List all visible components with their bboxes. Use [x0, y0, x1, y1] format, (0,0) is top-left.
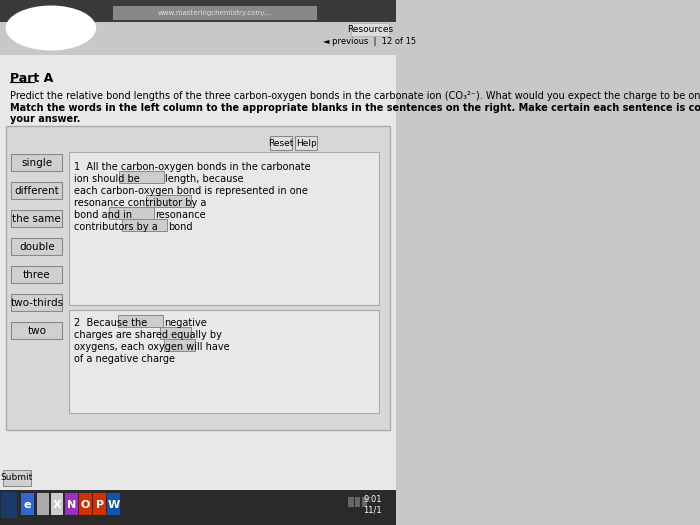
Text: of a negative charge: of a negative charge: [74, 354, 174, 364]
FancyBboxPatch shape: [0, 55, 396, 505]
FancyBboxPatch shape: [11, 182, 62, 199]
Text: X: X: [52, 500, 62, 510]
FancyBboxPatch shape: [160, 327, 190, 339]
Text: bond and in: bond and in: [74, 210, 132, 220]
Ellipse shape: [6, 5, 96, 50]
FancyBboxPatch shape: [79, 493, 92, 515]
Text: charges are shared equally by: charges are shared equally by: [74, 330, 221, 340]
Text: bond: bond: [168, 222, 193, 232]
Text: single: single: [21, 158, 52, 168]
FancyBboxPatch shape: [355, 497, 360, 507]
Text: length, because: length, because: [165, 174, 244, 184]
Text: Reset: Reset: [269, 139, 294, 148]
FancyBboxPatch shape: [118, 315, 163, 327]
Text: 9:01: 9:01: [363, 496, 382, 505]
Text: 1  All the carbon-oxygen bonds in the carbonate: 1 All the carbon-oxygen bonds in the car…: [74, 162, 310, 172]
Text: the same: the same: [13, 214, 61, 224]
FancyBboxPatch shape: [0, 490, 396, 525]
FancyBboxPatch shape: [0, 0, 396, 22]
FancyBboxPatch shape: [270, 136, 292, 150]
FancyBboxPatch shape: [11, 210, 62, 227]
Text: Submit: Submit: [1, 474, 33, 482]
Text: N: N: [66, 500, 76, 510]
Text: 11/1: 11/1: [363, 506, 382, 514]
FancyBboxPatch shape: [119, 171, 164, 183]
FancyBboxPatch shape: [93, 493, 106, 515]
FancyBboxPatch shape: [164, 339, 195, 351]
FancyBboxPatch shape: [122, 219, 167, 231]
Text: double: double: [19, 242, 55, 252]
Text: different: different: [15, 186, 60, 196]
Text: O: O: [80, 500, 90, 510]
FancyBboxPatch shape: [3, 470, 31, 486]
FancyBboxPatch shape: [113, 6, 317, 20]
FancyBboxPatch shape: [51, 493, 64, 515]
Text: oxygens, each oxygen will have: oxygens, each oxygen will have: [74, 342, 229, 352]
FancyBboxPatch shape: [11, 322, 62, 339]
Text: Resources: Resources: [347, 26, 393, 35]
FancyBboxPatch shape: [22, 493, 34, 515]
Text: your answer.: your answer.: [10, 114, 80, 124]
FancyBboxPatch shape: [1, 492, 17, 518]
FancyBboxPatch shape: [37, 493, 49, 515]
Text: Match the words in the left column to the appropriate blanks in the sentences on: Match the words in the left column to th…: [10, 103, 700, 113]
FancyBboxPatch shape: [348, 497, 354, 507]
Text: two-thirds: two-thirds: [10, 298, 63, 308]
Text: two: two: [27, 326, 46, 336]
FancyBboxPatch shape: [6, 126, 391, 430]
FancyBboxPatch shape: [108, 493, 120, 515]
Text: negative: negative: [164, 318, 206, 328]
FancyBboxPatch shape: [361, 497, 368, 507]
FancyBboxPatch shape: [146, 195, 191, 207]
FancyBboxPatch shape: [11, 294, 62, 311]
FancyBboxPatch shape: [69, 152, 379, 305]
FancyBboxPatch shape: [11, 154, 62, 171]
Text: resonance contributor by a: resonance contributor by a: [74, 198, 206, 208]
Text: three: three: [23, 270, 50, 280]
FancyBboxPatch shape: [11, 238, 62, 255]
Text: e: e: [24, 500, 32, 510]
Text: resonance: resonance: [155, 210, 206, 220]
Text: contributors by a: contributors by a: [74, 222, 158, 232]
FancyBboxPatch shape: [11, 266, 62, 283]
Text: W: W: [108, 500, 120, 510]
Text: Help: Help: [295, 139, 316, 148]
Text: ion should be: ion should be: [74, 174, 139, 184]
Text: each carbon-oxygen bond is represented in one: each carbon-oxygen bond is represented i…: [74, 186, 307, 196]
FancyBboxPatch shape: [65, 493, 78, 515]
Text: ◄ previous  |  12 of 15: ◄ previous | 12 of 15: [323, 37, 416, 47]
Text: 2  Because the: 2 Because the: [74, 318, 147, 328]
Text: Predict the relative bond lengths of the three carbon-oxygen bonds in the carbon: Predict the relative bond lengths of the…: [10, 91, 700, 101]
Text: P: P: [95, 500, 104, 510]
FancyBboxPatch shape: [295, 136, 317, 150]
Text: Part A: Part A: [10, 71, 53, 85]
FancyBboxPatch shape: [69, 310, 379, 413]
Text: www.masteringchemistry.com/...: www.masteringchemistry.com/...: [158, 10, 272, 16]
FancyBboxPatch shape: [108, 207, 154, 219]
FancyBboxPatch shape: [351, 23, 389, 36]
